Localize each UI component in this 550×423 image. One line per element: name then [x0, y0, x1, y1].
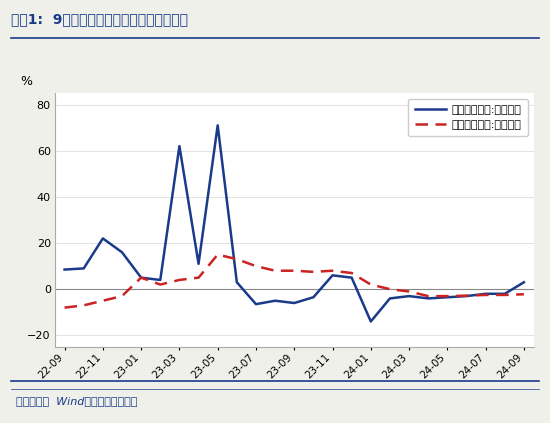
公共财政收入:累计同比 [234, 257, 240, 262]
公共财政收入:累计同比 [482, 292, 489, 297]
公共财政收入:累计同比 [367, 282, 374, 287]
公共财政收入:当月同比 [291, 300, 298, 305]
公共财政收入:当月同比 [100, 236, 106, 241]
公共财政收入:累计同比 [119, 294, 125, 299]
Y-axis label: %: % [20, 75, 32, 88]
公共财政收入:当月同比 [61, 267, 68, 272]
Line: 公共财政收入:当月同比: 公共财政收入:当月同比 [64, 125, 524, 321]
公共财政收入:累计同比 [406, 289, 412, 294]
公共财政收入:当月同比 [157, 277, 163, 283]
公共财政收入:累计同比 [387, 287, 393, 292]
公共财政收入:累计同比 [310, 269, 317, 275]
公共财政收入:当月同比 [387, 296, 393, 301]
公共财政收入:当月同比 [138, 275, 145, 280]
公共财政收入:累计同比 [444, 294, 450, 299]
Text: 图表1:  9月一般公共财政收入同比降幅收窄: 图表1: 9月一般公共财政收入同比降幅收窄 [11, 13, 188, 27]
公共财政收入:累计同比 [425, 294, 432, 299]
公共财政收入:当月同比 [234, 280, 240, 285]
公共财政收入:当月同比 [310, 295, 317, 300]
公共财政收入:当月同比 [521, 280, 527, 285]
公共财政收入:累计同比 [80, 303, 87, 308]
公共财政收入:当月同比 [214, 123, 221, 128]
公共财政收入:累计同比 [138, 275, 145, 280]
Legend: 公共财政收入:当月同比, 公共财政收入:累计同比: 公共财政收入:当月同比, 公共财政收入:累计同比 [408, 99, 528, 136]
公共财政收入:当月同比 [119, 250, 125, 255]
公共财政收入:累计同比 [521, 292, 527, 297]
公共财政收入:当月同比 [348, 275, 355, 280]
公共财政收入:当月同比 [80, 266, 87, 271]
公共财政收入:累计同比 [100, 298, 106, 303]
公共财政收入:累计同比 [348, 270, 355, 275]
公共财政收入:当月同比 [329, 273, 336, 278]
公共财政收入:当月同比 [272, 298, 278, 303]
公共财政收入:累计同比 [214, 252, 221, 257]
公共财政收入:当月同比 [195, 261, 202, 266]
公共财政收入:累计同比 [252, 264, 259, 269]
公共财政收入:累计同比 [272, 268, 278, 273]
公共财政收入:累计同比 [502, 292, 508, 297]
公共财政收入:当月同比 [482, 291, 489, 297]
公共财政收入:累计同比 [463, 293, 470, 298]
公共财政收入:当月同比 [252, 302, 259, 307]
公共财政收入:累计同比 [61, 305, 68, 310]
公共财政收入:累计同比 [195, 275, 202, 280]
公共财政收入:当月同比 [406, 294, 412, 299]
Line: 公共财政收入:累计同比: 公共财政收入:累计同比 [64, 255, 524, 308]
公共财政收入:累计同比 [329, 268, 336, 273]
公共财政收入:当月同比 [463, 294, 470, 299]
Text: 资料来源：  Wind，国盛证券研究所: 资料来源： Wind，国盛证券研究所 [16, 396, 138, 406]
公共财政收入:当月同比 [176, 143, 183, 148]
公共财政收入:当月同比 [425, 296, 432, 301]
公共财政收入:当月同比 [444, 295, 450, 300]
公共财政收入:累计同比 [157, 282, 163, 287]
公共财政收入:当月同比 [502, 291, 508, 297]
公共财政收入:累计同比 [176, 277, 183, 283]
公共财政收入:累计同比 [291, 268, 298, 273]
公共财政收入:当月同比 [367, 319, 374, 324]
